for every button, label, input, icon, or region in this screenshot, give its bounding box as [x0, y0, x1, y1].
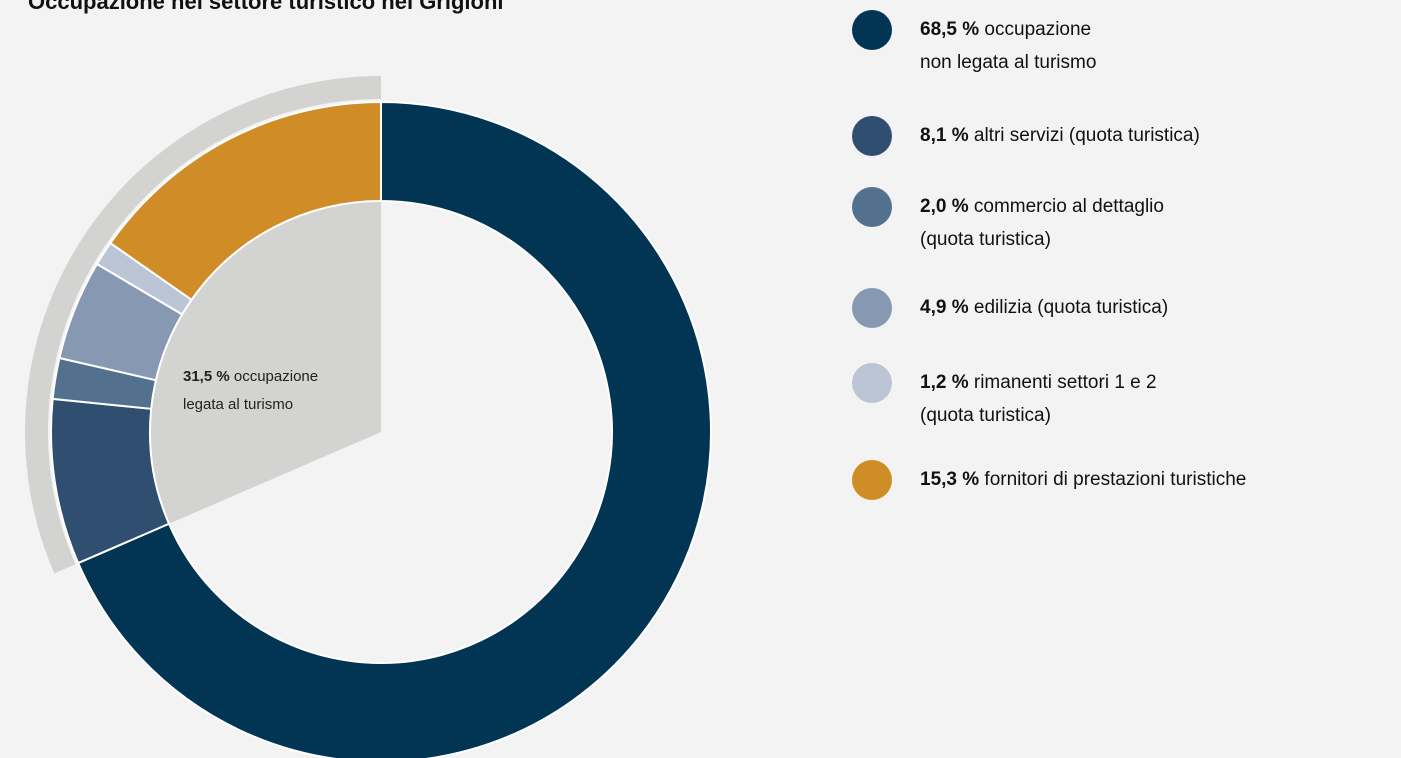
legend-text-line1: occupazione [979, 19, 1092, 40]
tourism-share-value: 31,5 % [183, 368, 230, 385]
chart-title: Occupazione nel settore turistico nei Gr… [28, 0, 504, 14]
legend-label: 15,3 % fornitori di prestazioni turistic… [920, 463, 1246, 496]
donut-slice-0 [77, 101, 712, 758]
legend-label: 4,9 % edilizia (quota turistica) [920, 291, 1168, 324]
legend-label: 2,0 % commercio al dettaglio (quota turis… [920, 190, 1164, 256]
tourism-share-text-line1: occupazione [233, 368, 319, 385]
legend-swatch [852, 187, 892, 227]
donut-chart [24, 76, 712, 758]
legend-label: 8,1 % altri servizi (quota turistica) [920, 119, 1200, 152]
donut-slice-5 [109, 101, 382, 301]
legend-text-line1: edilizia (quota turistica) [968, 297, 1169, 318]
tourism-group-arc [24, 76, 382, 574]
legend-value: 2,0 % [920, 196, 969, 217]
legend-text-line1: commercio al dettaglio [968, 196, 1164, 217]
legend-value: 4,9 % [920, 297, 969, 318]
legend-text-line2: non legata al turismo [920, 52, 1097, 73]
legend-value: 68,5 % [920, 19, 980, 40]
legend-text-line2: (quota turistica) [920, 229, 1051, 250]
legend-value: 1,2 % [920, 372, 969, 393]
legend-swatch [852, 288, 892, 328]
legend-text-line2: (quota turistica) [920, 405, 1051, 426]
legend-swatch [852, 116, 892, 156]
legend-text-line1: rimanenti settori 1 e 2 [968, 372, 1157, 393]
legend-value: 8,1 % [920, 125, 969, 146]
legend-swatch [852, 10, 892, 50]
tourism-share-label: 31,5 % occupazione legata al turismo [183, 363, 383, 419]
legend-swatch [852, 460, 892, 500]
legend-text-line1: altri servizi (quota turistica) [968, 125, 1200, 146]
tourism-share-text-line2: legata al turismo [183, 396, 294, 413]
legend-swatch [852, 363, 892, 403]
legend-text-line1: fornitori di prestazioni turistiche [979, 469, 1247, 490]
legend-label: 1,2 % rimanenti settori 1 e 2 (quota turi… [920, 366, 1157, 432]
legend-label: 68,5 % occupazione non legata al turismo [920, 13, 1096, 79]
legend-value: 15,3 % [920, 469, 980, 490]
